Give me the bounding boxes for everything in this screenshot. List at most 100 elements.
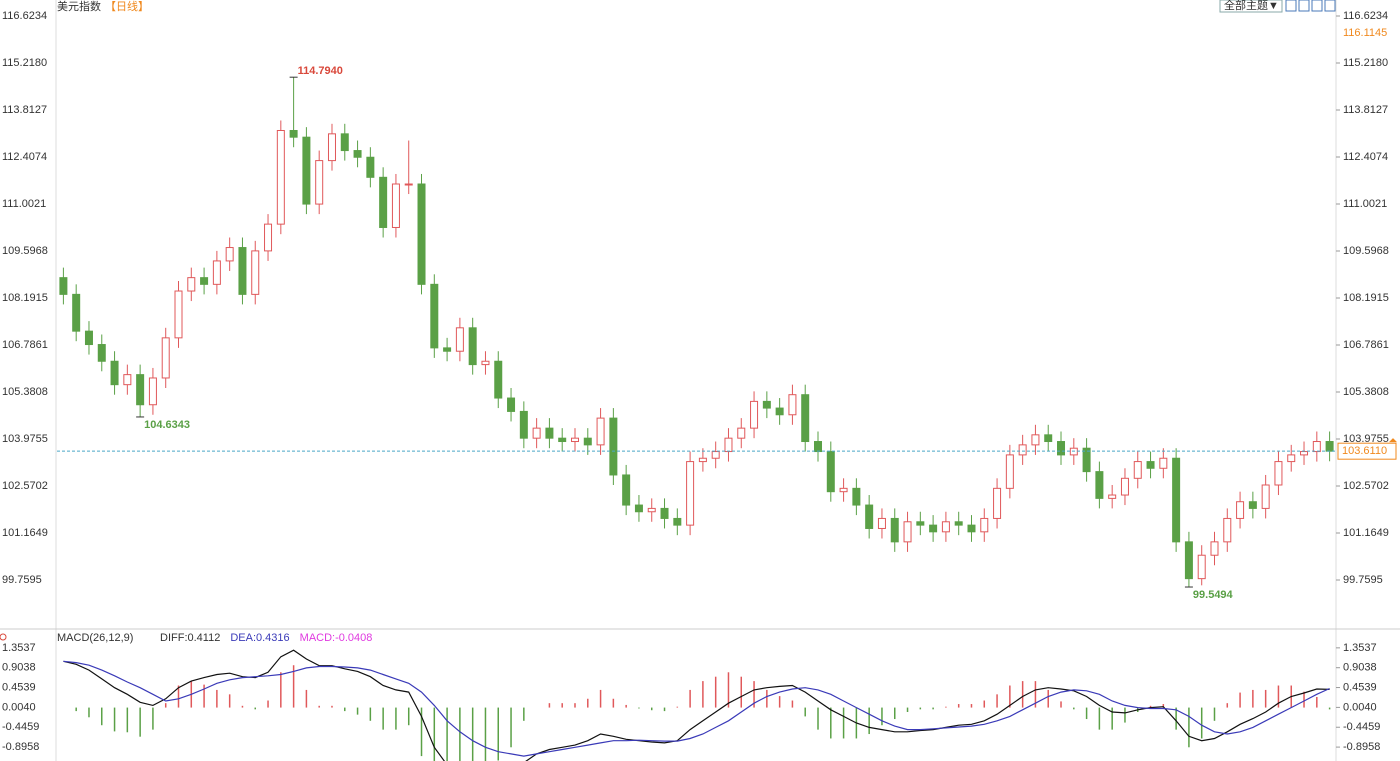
candle-body xyxy=(711,451,720,459)
candle-body xyxy=(97,344,106,362)
y-tick-label-right: 101.1649 xyxy=(1343,527,1389,539)
legend-entry: DEA:0.4316 xyxy=(230,632,289,644)
y-tick-label: 101.1649 xyxy=(2,527,48,539)
candle-body xyxy=(366,156,375,178)
candle-body xyxy=(1031,434,1040,446)
candle-body xyxy=(686,461,695,526)
candle-body xyxy=(750,400,759,429)
candle-body xyxy=(698,457,707,463)
candle-body xyxy=(814,441,823,453)
candle-body xyxy=(801,394,810,443)
candle-body xyxy=(890,517,899,543)
y-tick-label: 108.1915 xyxy=(2,292,48,304)
candle-body xyxy=(1248,501,1257,509)
y-tick-label-right: 1.3537 xyxy=(1343,642,1377,654)
candle-body xyxy=(634,504,643,513)
y-tick-label: 109.5968 xyxy=(2,245,48,257)
y-tick-label: 113.8127 xyxy=(2,104,47,116)
candle-body xyxy=(1082,447,1091,473)
candle-body xyxy=(327,133,336,162)
macd-title: MACD(26,12,9) xyxy=(57,632,133,644)
tool-icon[interactable] xyxy=(1298,0,1310,12)
candle-body xyxy=(302,136,311,205)
candle-body xyxy=(519,410,528,439)
toolbar[interactable] xyxy=(1285,0,1336,12)
candle-body xyxy=(72,293,81,332)
candle-body xyxy=(340,133,349,152)
candle-body xyxy=(877,517,886,529)
y-tick-label-right: 0.0040 xyxy=(1343,701,1377,713)
candle-body xyxy=(903,521,912,543)
candle-body xyxy=(468,327,477,366)
candle-body xyxy=(1300,451,1309,456)
y-tick-label: 105.3808 xyxy=(2,386,48,398)
chart-title: 美元指数 xyxy=(57,0,101,13)
candle-body xyxy=(980,517,989,533)
candle-body xyxy=(1095,471,1104,499)
candle-body xyxy=(379,176,388,228)
candle-body xyxy=(123,374,132,386)
y-tick-label: 115.2180 xyxy=(2,57,47,69)
candle-body xyxy=(762,400,771,409)
candle-body xyxy=(1172,457,1181,543)
candle-body xyxy=(276,129,285,225)
candle-body xyxy=(954,521,963,526)
candle-body xyxy=(1005,454,1014,489)
candle-body xyxy=(929,524,938,533)
y-tick-label: 0.9038 xyxy=(2,662,36,674)
candle-body xyxy=(865,504,874,529)
candle-body xyxy=(993,487,1002,519)
candle-body xyxy=(570,437,579,443)
candle-body xyxy=(481,360,490,366)
candle-body xyxy=(391,183,400,228)
candle-body xyxy=(852,487,861,506)
candle-body xyxy=(225,247,234,262)
candle-body xyxy=(558,437,567,443)
candle-body xyxy=(494,360,503,399)
tool-icon[interactable] xyxy=(1311,0,1323,12)
candle-body xyxy=(404,183,413,186)
candle-body xyxy=(660,507,669,519)
y-tick-label: 99.7595 xyxy=(2,574,42,586)
annotation-label: 99.5494 xyxy=(1193,589,1234,601)
candle-body xyxy=(1223,517,1232,543)
candle-body xyxy=(353,150,362,158)
tool-icon[interactable] xyxy=(1285,0,1297,12)
candle-body xyxy=(136,374,145,406)
candle-body xyxy=(315,160,324,205)
candle-body xyxy=(187,277,196,292)
candle-body xyxy=(443,347,452,352)
y-tick-label: -0.8958 xyxy=(2,741,39,753)
candle-body xyxy=(1133,461,1142,479)
candle-body xyxy=(916,521,925,526)
candle-body xyxy=(775,407,784,416)
y-tick-label-right: 113.8127 xyxy=(1343,104,1388,116)
tool-icon[interactable] xyxy=(1324,0,1336,12)
macd-line xyxy=(63,649,1330,761)
theme-button-label[interactable]: 全部主题▼ xyxy=(1224,0,1279,12)
y-tick-label-right: 0.9038 xyxy=(1343,662,1377,674)
candle-body xyxy=(161,337,170,379)
y-tick-label: 106.7861 xyxy=(2,339,48,351)
marker-label: 116.1145 xyxy=(1343,27,1387,39)
candle-body xyxy=(264,223,273,252)
y-tick-label: -0.4459 xyxy=(2,721,39,733)
y-tick-label-right: -0.8958 xyxy=(1343,741,1380,753)
y-tick-label-right: 103.9755 xyxy=(1343,433,1389,445)
theme-button[interactable] xyxy=(1219,0,1283,13)
y-tick-label-right: 112.4074 xyxy=(1343,151,1388,163)
candle-body xyxy=(545,427,554,439)
candle-body xyxy=(289,129,298,138)
y-tick-label: 116.6234 xyxy=(2,10,47,22)
candle-body xyxy=(1236,501,1245,519)
candle-body xyxy=(737,427,746,439)
candle-body xyxy=(1146,461,1155,469)
y-tick-label: 0.4539 xyxy=(2,681,36,693)
candle-body xyxy=(1325,441,1334,452)
y-tick-label: 102.5702 xyxy=(2,480,48,492)
y-tick-label-right: 0.4539 xyxy=(1343,681,1377,693)
y-tick-label-right: 106.7861 xyxy=(1343,339,1389,351)
candle-body xyxy=(148,377,157,406)
y-tick-label-right: 111.0021 xyxy=(1343,198,1387,210)
candle-body xyxy=(1159,457,1168,469)
